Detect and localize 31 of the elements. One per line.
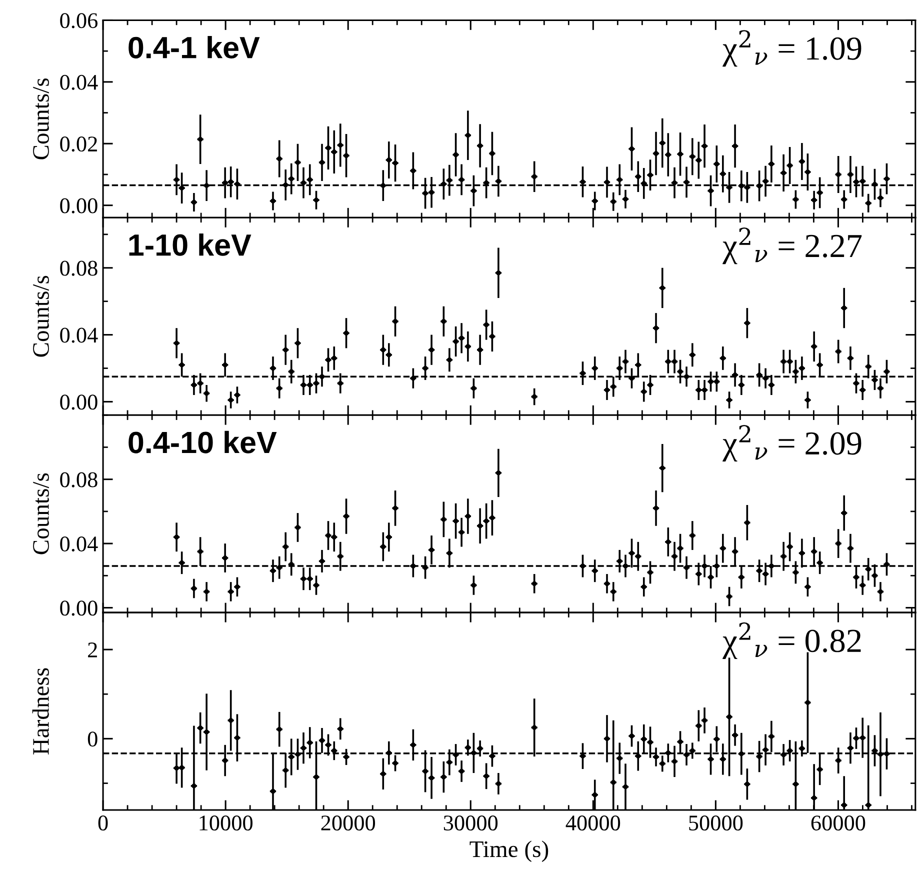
x-tick-label: 30000 xyxy=(444,816,498,830)
x-tick-label: 0 xyxy=(98,816,108,830)
y-tick-label: 0.04 xyxy=(60,536,98,552)
y-tick-label: 2 xyxy=(88,642,97,658)
annotation: χ$^{2}$$_{ν}$ = 0.82 xyxy=(722,622,861,659)
x-tick-label: 40000 xyxy=(566,816,620,830)
y-tick-label: 0 xyxy=(88,732,98,747)
annotation: χ$^{2}$$_{ν}$ = 1.09 xyxy=(722,30,862,67)
y-tick-label: 0.00 xyxy=(60,394,98,410)
y-tick-label: 0.04 xyxy=(60,328,98,343)
x-tick-label: 10000 xyxy=(200,816,252,830)
x-tick-label: 50000 xyxy=(689,816,743,830)
y-tick-label: 0.06 xyxy=(60,13,98,28)
y-axis-title: Counts/s xyxy=(33,473,49,554)
y-tick-label: 0.08 xyxy=(60,472,98,488)
y-axis-title: Counts/s xyxy=(33,276,49,357)
y-axis-title: Counts/s xyxy=(33,78,49,160)
y-tick-label: 0.04 xyxy=(60,74,98,90)
y-tick-label: 0.08 xyxy=(60,260,98,276)
x-axis-title: Time (s) xyxy=(470,840,548,862)
chart-title: 0.4-1 keV xyxy=(128,36,260,58)
y-tick-label: 0.02 xyxy=(60,136,97,152)
annotation: χ$^{2}$$_{ν}$ = 2.09 xyxy=(722,424,862,462)
chart-title: 0.4-10 keV xyxy=(128,430,277,454)
y-tick-label: 0.00 xyxy=(60,198,98,214)
annotation: χ$^{2}$$_{ν}$ = 2.27 xyxy=(722,228,862,264)
y-tick-label: 0.00 xyxy=(60,600,98,616)
chart-title: 1-10 keV xyxy=(129,233,252,256)
y-axis-title: Hardness xyxy=(32,668,49,755)
x-tick-label: 20000 xyxy=(321,816,376,830)
x-tick-label: 60000 xyxy=(811,816,866,830)
